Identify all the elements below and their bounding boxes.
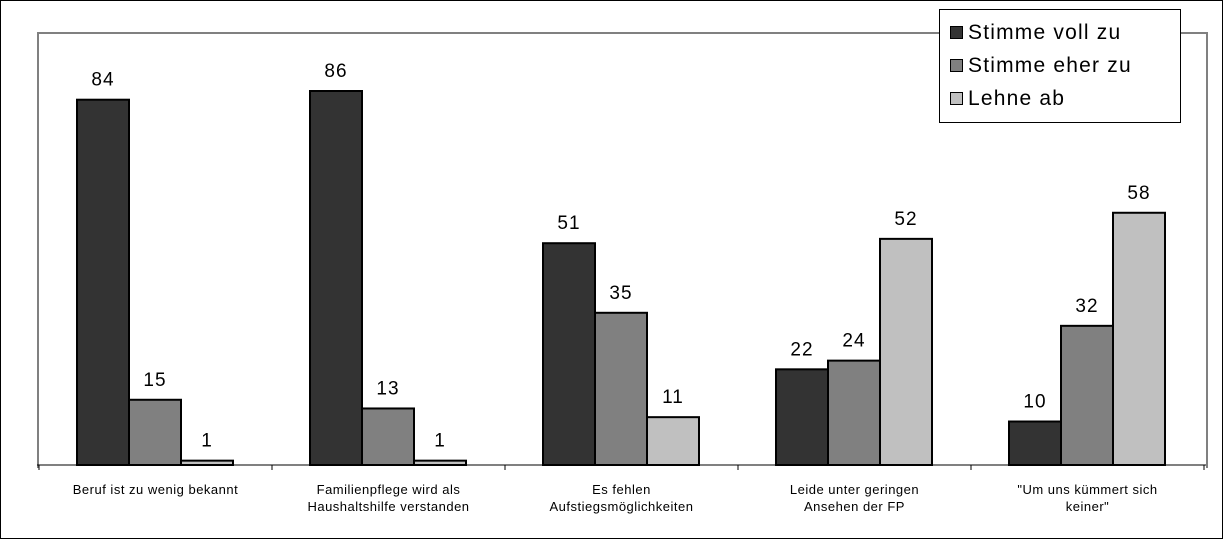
category-label: Ansehen der FP xyxy=(804,499,905,514)
plot-area-border xyxy=(37,32,1208,468)
category-label: Beruf ist zu wenig bekannt xyxy=(73,482,238,497)
bar-value-label: 52 xyxy=(894,209,917,230)
bar-value-label: 1 xyxy=(434,431,446,452)
category-label: Aufstiegsmöglichkeiten xyxy=(550,499,694,514)
legend-label-stimme-eher-zu: Stimme eher zu xyxy=(968,53,1132,77)
legend-item-lehne-ab: Lehne ab xyxy=(950,82,1180,115)
bar-value-label: 1 xyxy=(201,431,213,452)
legend-swatch-stimme-eher-zu xyxy=(950,59,963,72)
bar-lehne-ab xyxy=(413,459,467,466)
bar-value-label: 51 xyxy=(557,213,580,234)
bar-value-label: 24 xyxy=(842,331,865,352)
bar-value-label: 11 xyxy=(662,387,684,408)
legend-label-lehne-ab: Lehne ab xyxy=(968,86,1066,110)
bar-stimme-voll-zu xyxy=(76,98,130,467)
category-label: Leide unter geringen xyxy=(790,482,919,497)
category-label: Haushaltshilfe verstanden xyxy=(307,499,469,514)
bar-value-label: 10 xyxy=(1023,392,1046,413)
bar-value-label: 86 xyxy=(324,61,347,82)
bar-stimme-voll-zu xyxy=(309,90,363,466)
bar-stimme-voll-zu xyxy=(1008,420,1062,466)
category-label: keiner" xyxy=(1066,499,1110,514)
legend-swatch-lehne-ab xyxy=(950,92,963,105)
bar-stimme-eher-zu xyxy=(128,398,182,467)
bar-value-label: 15 xyxy=(143,370,166,391)
bar-lehne-ab xyxy=(1112,211,1166,466)
bar-stimme-eher-zu xyxy=(827,359,881,466)
category-label: Es fehlen xyxy=(592,482,651,497)
legend-item-stimme-eher-zu: Stimme eher zu xyxy=(950,49,1180,82)
bar-lehne-ab xyxy=(180,459,234,466)
legend: Stimme voll zu Stimme eher zu Lehne ab xyxy=(939,9,1181,123)
bar-value-label: 22 xyxy=(790,339,813,360)
legend-label-stimme-voll-zu: Stimme voll zu xyxy=(968,20,1122,44)
bar-value-label: 13 xyxy=(376,378,399,399)
bar-value-label: 58 xyxy=(1127,183,1150,204)
bar-lehne-ab xyxy=(646,416,700,466)
bar-stimme-eher-zu xyxy=(1060,324,1114,467)
bar-value-label: 84 xyxy=(91,70,114,91)
category-label: Familienpflege wird als xyxy=(317,482,461,497)
legend-swatch-stimme-voll-zu xyxy=(950,26,963,39)
bar-value-label: 35 xyxy=(609,283,632,304)
bar-stimme-voll-zu xyxy=(542,242,596,466)
bar-lehne-ab xyxy=(879,237,933,466)
bar-stimme-eher-zu xyxy=(361,407,415,467)
bar-value-label: 32 xyxy=(1075,296,1098,317)
bar-stimme-eher-zu xyxy=(594,311,648,467)
bar-stimme-voll-zu xyxy=(775,368,829,467)
legend-item-stimme-voll-zu: Stimme voll zu xyxy=(950,16,1180,49)
category-label: "Um uns kümmert sich xyxy=(1017,482,1157,497)
